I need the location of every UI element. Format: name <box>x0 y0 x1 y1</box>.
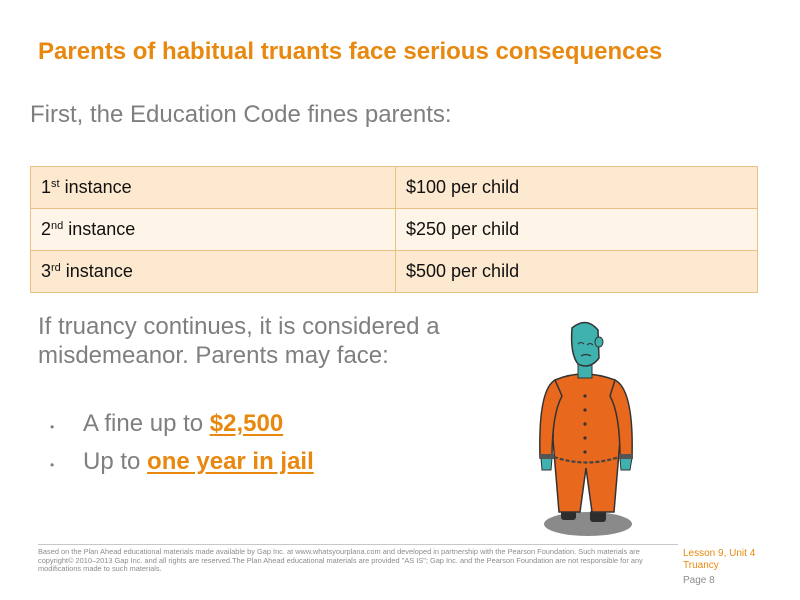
fines-table: 1st instance $100 per child 2nd instance… <box>30 166 758 293</box>
fine-amount-cell: $250 per child <box>395 208 758 251</box>
bullet-icon: • <box>50 458 55 472</box>
table-row: 3rd instance $500 per child <box>30 250 758 293</box>
list-item: • Up to one year in jail <box>50 448 314 475</box>
jail-highlight: one year in jail <box>147 448 314 475</box>
list-item: • A fine up to $2,500 <box>50 410 284 437</box>
fine-amount-cell: $100 per child <box>395 166 758 209</box>
copyright-note: Based on the Plan Ahead educational mate… <box>38 547 643 574</box>
slide-title: Parents of habitual truants face serious… <box>38 38 663 65</box>
lesson-label: Lesson 9, Unit 4 Truancy <box>683 548 756 571</box>
fine-amount-cell: $500 per child <box>395 250 758 293</box>
instance-cell: 3rd instance <box>30 250 396 293</box>
bullet-icon: • <box>50 420 55 434</box>
page-number: Page 8 <box>683 575 715 586</box>
instance-cell: 2nd instance <box>30 208 396 251</box>
fine-highlight: $2,500 <box>209 410 284 437</box>
footer-divider <box>38 544 678 545</box>
consequence-list: • A fine up to $2,500 • Up to one year i… <box>50 410 314 486</box>
intro-text: First, the Education Code fines parents: <box>30 101 452 128</box>
table-row: 2nd instance $250 per child <box>30 208 758 251</box>
misdemeanor-paragraph: If truancy continues, it is considered a… <box>38 313 440 369</box>
instance-cell: 1st instance <box>30 166 396 209</box>
table-row: 1st instance $100 per child <box>30 166 758 209</box>
prisoner-in-chains-icon <box>539 321 633 536</box>
